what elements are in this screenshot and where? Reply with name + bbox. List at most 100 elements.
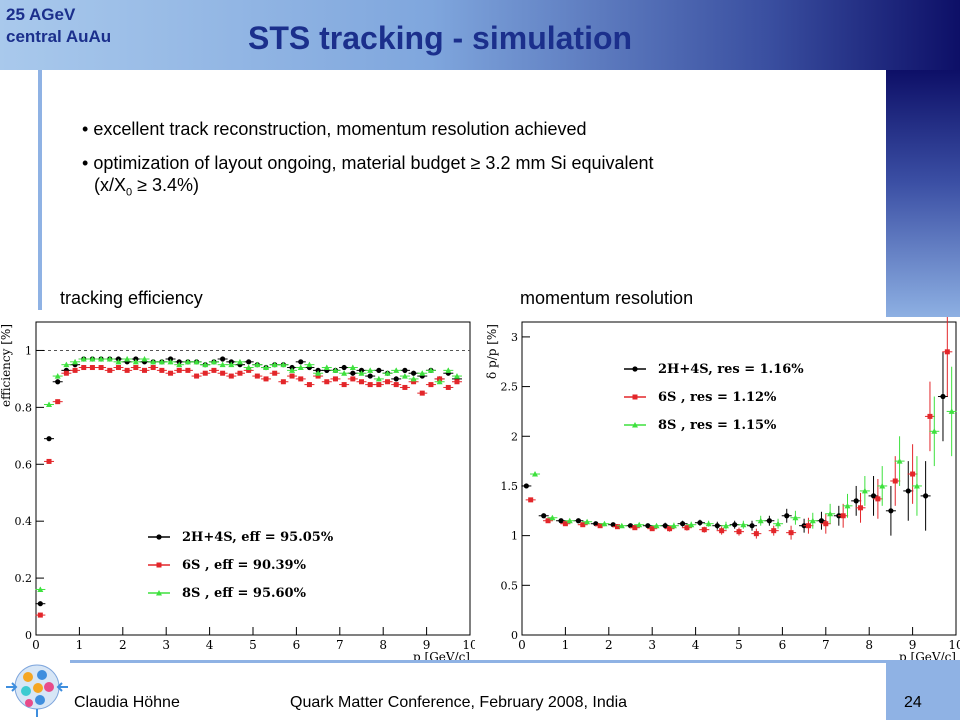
data-point bbox=[575, 518, 582, 524]
data-point bbox=[809, 517, 816, 524]
data-point bbox=[428, 382, 434, 388]
data-point bbox=[931, 428, 938, 434]
data-point bbox=[792, 514, 799, 521]
data-point bbox=[771, 528, 777, 534]
data-point bbox=[427, 367, 434, 373]
bullet-text-1: excellent track reconstruction, momentum… bbox=[93, 119, 587, 139]
legend: 2H+4S, res = 1.16% 6S , res = 1.12% 8S , r… bbox=[624, 362, 804, 433]
x-tick-label: 0 bbox=[32, 638, 40, 652]
x-tick-label: 7 bbox=[822, 638, 830, 652]
legend-marker bbox=[632, 394, 638, 400]
data-point bbox=[176, 367, 182, 373]
data-point bbox=[228, 361, 235, 368]
data-point bbox=[662, 523, 668, 529]
header-bar bbox=[0, 0, 960, 70]
data-point bbox=[46, 436, 52, 442]
bullet-item: • optimization of layout ongoing, materi… bbox=[82, 153, 654, 199]
efficiency-plot: 0 1 2 3 4 5 6 7 8 9 10 0 0.2 0.4 0.6 0.8 1 p [GeV/c] effic… bbox=[0, 317, 475, 660]
data-point bbox=[271, 361, 278, 368]
data-point bbox=[184, 358, 191, 365]
data-point bbox=[350, 376, 356, 382]
data-point bbox=[649, 526, 655, 532]
series-6S bbox=[525, 317, 953, 540]
bullet-text-2: optimization of layout ongoing, material… bbox=[93, 153, 654, 173]
series-8S bbox=[530, 366, 957, 530]
data-point bbox=[896, 458, 903, 464]
data-point bbox=[228, 373, 234, 379]
bullet-item: • excellent track reconstruction, moment… bbox=[82, 119, 587, 139]
data-point bbox=[545, 518, 551, 524]
x-tick-label: 5 bbox=[735, 638, 743, 652]
data-point bbox=[580, 522, 586, 528]
data-point bbox=[106, 355, 113, 362]
data-point bbox=[115, 365, 121, 371]
x-axis-label: p [GeV/c] bbox=[899, 650, 956, 660]
legend-label: 2H+4S, res = 1.16% bbox=[658, 362, 804, 377]
label-tracking-efficiency: tracking efficiency bbox=[60, 288, 203, 308]
data-point bbox=[940, 393, 946, 400]
data-point bbox=[419, 370, 426, 376]
legend-marker bbox=[156, 562, 162, 568]
y-tick-label: 0.5 bbox=[501, 579, 519, 592]
data-point bbox=[332, 367, 339, 373]
data-point bbox=[254, 373, 260, 379]
data-point bbox=[684, 525, 690, 531]
data-point bbox=[141, 355, 148, 362]
data-point bbox=[236, 358, 243, 365]
data-point bbox=[341, 370, 348, 376]
data-point bbox=[697, 520, 703, 526]
data-point bbox=[913, 482, 920, 489]
data-point bbox=[150, 365, 156, 371]
decorative-left-rule bbox=[38, 70, 42, 310]
data-point bbox=[788, 530, 794, 536]
legend-marker bbox=[156, 590, 162, 596]
data-point bbox=[159, 367, 165, 373]
footer-author: Claudia Höhne bbox=[74, 694, 180, 711]
x-tick-label: 4 bbox=[692, 638, 700, 652]
data-point bbox=[63, 361, 70, 368]
data-point bbox=[107, 367, 113, 373]
data-point bbox=[645, 523, 651, 529]
data-point bbox=[775, 520, 782, 527]
data-point bbox=[923, 493, 929, 499]
data-point bbox=[445, 367, 452, 373]
data-point bbox=[133, 365, 139, 371]
data-point bbox=[670, 522, 677, 529]
data-point bbox=[679, 521, 686, 527]
data-point bbox=[263, 364, 270, 371]
y-tick-label: 0.6 bbox=[15, 458, 33, 471]
data-point bbox=[393, 367, 400, 373]
legend-marker bbox=[156, 534, 162, 540]
data-point bbox=[376, 367, 382, 373]
data-point bbox=[272, 370, 278, 376]
data-point bbox=[254, 361, 261, 368]
data-point bbox=[549, 514, 556, 521]
x-tick-label: 2 bbox=[119, 638, 127, 652]
footer-page-number: 24 bbox=[904, 694, 922, 711]
data-point bbox=[402, 367, 408, 373]
data-point bbox=[905, 488, 911, 494]
bullet-frag-post: ≥ 3.4%) bbox=[132, 175, 200, 195]
data-point bbox=[927, 413, 933, 419]
y-tick-label: 2.5 bbox=[501, 381, 519, 394]
data-point bbox=[46, 458, 52, 464]
data-point bbox=[840, 513, 846, 519]
x-tick-label: 6 bbox=[293, 638, 301, 652]
data-point bbox=[358, 370, 365, 376]
x-tick-label: 2 bbox=[605, 638, 613, 652]
data-point bbox=[653, 522, 660, 529]
data-point bbox=[193, 358, 200, 365]
data-point bbox=[89, 365, 95, 371]
data-point bbox=[410, 370, 417, 376]
data-point bbox=[445, 384, 451, 390]
data-point bbox=[245, 364, 252, 371]
data-point bbox=[237, 370, 243, 376]
x-tick-label: 9 bbox=[909, 638, 917, 652]
y-tick-label: 0 bbox=[25, 629, 32, 642]
data-point bbox=[37, 612, 43, 618]
data-point bbox=[375, 375, 382, 382]
data-point bbox=[393, 382, 399, 388]
x-tick-label: 8 bbox=[379, 638, 387, 652]
data-point bbox=[757, 517, 764, 524]
data-point bbox=[701, 527, 707, 533]
